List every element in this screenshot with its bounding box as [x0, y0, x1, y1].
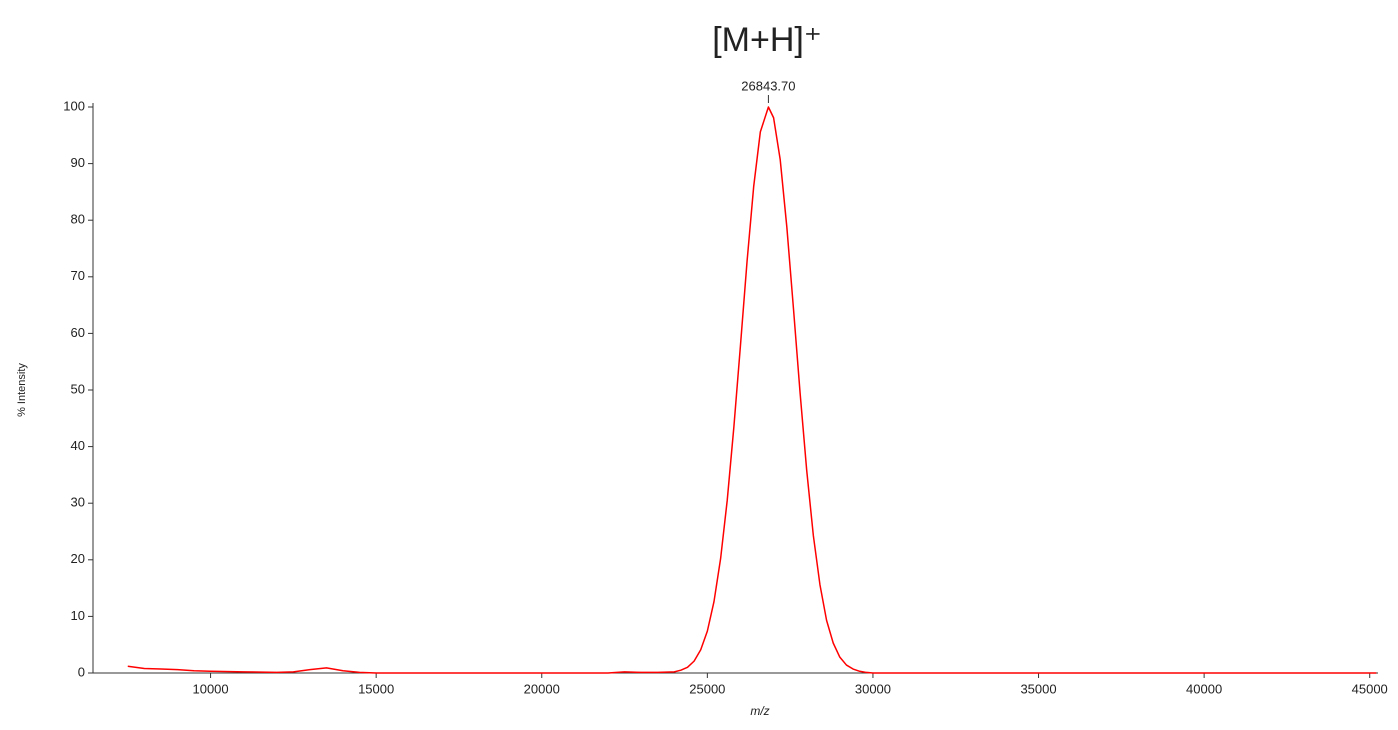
x-tick-label: 15000	[358, 681, 394, 696]
y-tick-label: 60	[71, 325, 85, 340]
annotation: 26843.70	[741, 78, 795, 93]
x-axis-label: m/z	[750, 704, 769, 718]
x-tick-label: 10000	[192, 681, 228, 696]
x-tick-label: 20000	[524, 681, 560, 696]
y-tick-label: 10	[71, 608, 85, 623]
x-tick-label: 30000	[855, 681, 891, 696]
y-tick-label: 90	[71, 155, 85, 170]
y-tick-label: 50	[71, 381, 85, 396]
x-tick-label: 45000	[1352, 681, 1388, 696]
y-tick-label: 40	[71, 438, 85, 453]
y-axis-label: % Intensity	[16, 363, 28, 417]
y-tick-label: 80	[71, 212, 85, 227]
x-tick-label: 35000	[1020, 681, 1056, 696]
y-tick-label: 100	[63, 98, 85, 113]
x-tick-label: 25000	[689, 681, 725, 696]
y-tick-label: 0	[78, 664, 85, 679]
x-tick-label: 40000	[1186, 681, 1222, 696]
y-tick-label: 30	[71, 495, 85, 510]
y-tick-label: 20	[71, 551, 85, 566]
spectrum-line	[127, 106, 1377, 674]
y-tick-label: 70	[71, 268, 85, 283]
chart-title: [M+H]⁺	[712, 21, 822, 59]
